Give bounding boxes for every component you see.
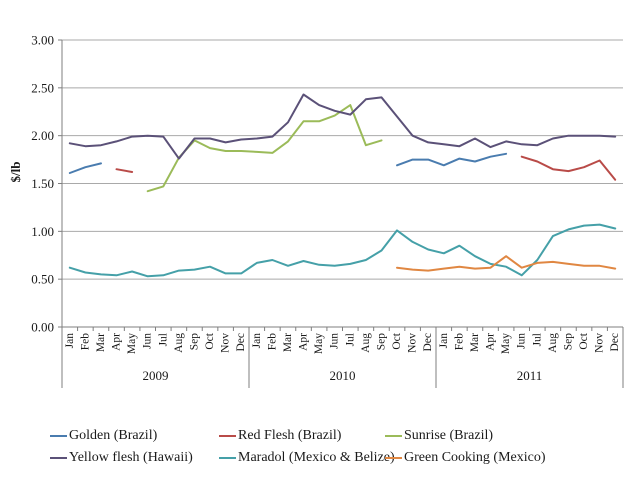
- legend-swatch: [219, 457, 236, 459]
- x-tick-label: Sep: [562, 333, 574, 351]
- series-line: [146, 104, 383, 193]
- series-line: [396, 152, 508, 167]
- year-label: 2011: [517, 368, 543, 383]
- x-tick-label: May: [313, 333, 325, 354]
- x-tick-label: Jun: [329, 333, 341, 349]
- legend-swatch: [219, 435, 236, 437]
- x-tick-label: Feb: [79, 333, 91, 351]
- series-line: [68, 93, 617, 160]
- x-tick-label: Mar: [282, 333, 294, 352]
- legend-item: Red Flesh (Brazil): [219, 428, 385, 444]
- x-tick-label: Apr: [485, 333, 497, 351]
- x-tick-label: Jan: [64, 333, 76, 349]
- x-tick-label: Nov: [220, 333, 232, 353]
- x-tick-label: Apr: [111, 333, 123, 351]
- legend-item: Maradol (Mexico & Belize): [219, 450, 395, 466]
- x-tick-label: Mar: [95, 333, 107, 352]
- series-line: [68, 223, 617, 278]
- x-tick-label: Dec: [609, 333, 621, 352]
- x-tick-label: Dec: [422, 333, 434, 352]
- x-tick-label: Feb: [453, 333, 465, 351]
- legend-item: Golden (Brazil): [50, 428, 219, 444]
- x-tick-label: Aug: [173, 333, 185, 353]
- y-tick-label: 2.00: [31, 128, 54, 143]
- legend-swatch: [50, 435, 67, 437]
- y-tick-label: 0.50: [31, 272, 54, 287]
- legend-label: Green Cooking (Mexico): [404, 450, 546, 465]
- x-tick-label: Sep: [375, 333, 387, 351]
- series-line: [68, 162, 102, 174]
- legend-label: Maradol (Mexico & Belize): [238, 450, 395, 465]
- year-label: 2010: [330, 368, 356, 383]
- legend-label: Red Flesh (Brazil): [238, 428, 342, 443]
- legend-swatch: [50, 457, 67, 459]
- legend-swatch: [385, 435, 402, 437]
- x-tick-label: Aug: [360, 333, 372, 353]
- x-tick-label: Jan: [438, 333, 450, 349]
- y-axis-title: $/lb: [8, 162, 23, 183]
- legend: Golden (Brazil) Red Flesh (Brazil) Sunrise…: [50, 425, 610, 469]
- x-tick-label: Nov: [594, 333, 606, 353]
- x-tick-label: Oct: [391, 332, 403, 349]
- x-tick-label: May: [500, 333, 512, 354]
- x-tick-label: Apr: [298, 333, 310, 351]
- x-tick-label: Sep: [188, 333, 200, 351]
- y-tick-label: 0.00: [31, 320, 54, 335]
- x-tick-label: Jul: [157, 333, 169, 346]
- y-tick-label: 2.50: [31, 80, 54, 95]
- x-tick-label: Nov: [407, 333, 419, 353]
- legend-swatch: [385, 457, 402, 459]
- year-label: 2009: [143, 368, 169, 383]
- x-tick-label: Jan: [251, 333, 263, 349]
- x-tick-label: Oct: [204, 332, 216, 349]
- y-tick-label: 3.00: [31, 33, 54, 48]
- legend-item: Sunrise (Brazil): [385, 428, 610, 444]
- series-line: [115, 168, 134, 173]
- x-tick-label: Dec: [235, 333, 247, 352]
- legend-label: Yellow flesh (Hawaii): [69, 450, 193, 465]
- y-tick-label: 1.50: [31, 176, 54, 191]
- x-tick-label: Aug: [547, 333, 559, 353]
- legend-label: Golden (Brazil): [69, 428, 158, 443]
- x-tick-label: Oct: [578, 332, 590, 349]
- x-tick-label: Jul: [531, 333, 543, 346]
- legend-label: Sunrise (Brazil): [404, 428, 494, 443]
- legend-item: Yellow flesh (Hawaii): [50, 450, 219, 466]
- legend-item: Green Cooking (Mexico): [385, 450, 610, 466]
- x-tick-label: May: [126, 333, 138, 354]
- series-line: [520, 155, 617, 181]
- x-tick-label: Jun: [516, 333, 528, 349]
- x-tick-label: Jun: [142, 333, 154, 349]
- series-line: [396, 255, 617, 272]
- x-tick-label: Jul: [344, 333, 356, 346]
- y-tick-label: 1.00: [31, 224, 54, 239]
- x-tick-label: Feb: [266, 333, 278, 351]
- x-tick-label: Mar: [469, 333, 481, 352]
